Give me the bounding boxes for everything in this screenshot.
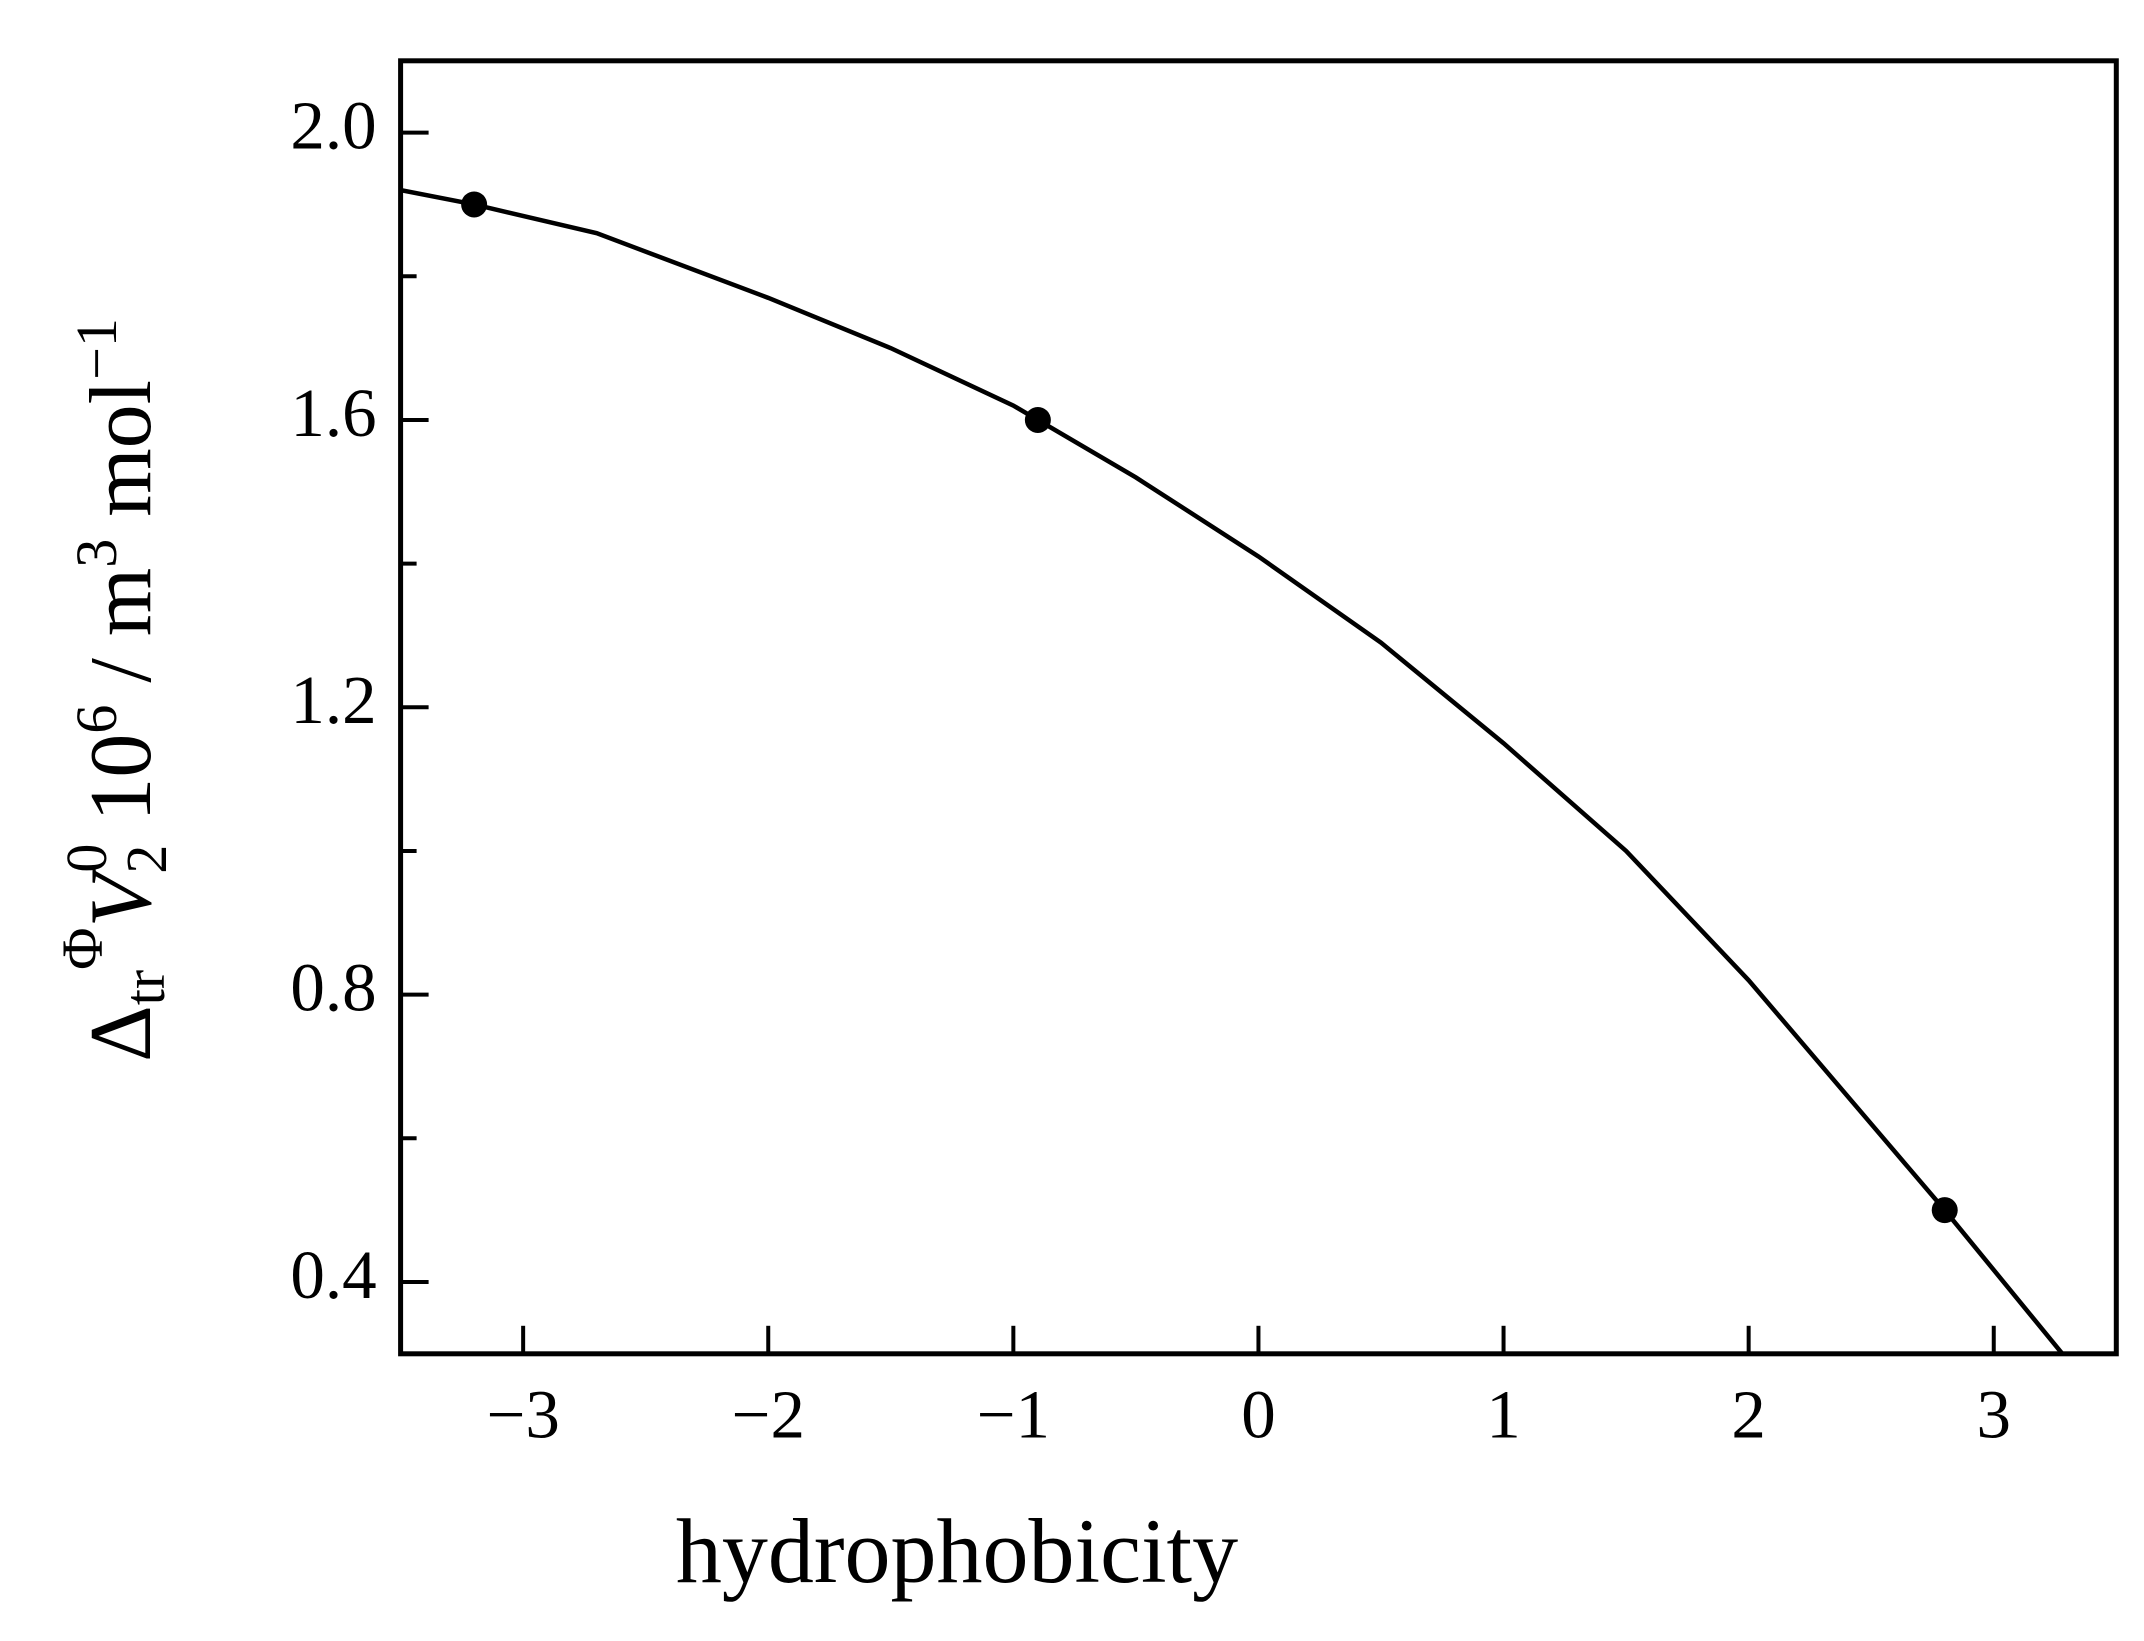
data-point xyxy=(461,191,488,218)
x-tick-label: −3 xyxy=(486,1377,559,1453)
x-tick-label: 1 xyxy=(1486,1377,1521,1453)
x-tick-label: 2 xyxy=(1731,1377,1766,1453)
y-label-part: Φ xyxy=(50,927,115,969)
fit-curve xyxy=(400,187,2065,1354)
y-tick-label: 0.8 xyxy=(290,949,376,1025)
y-label-part: −1 xyxy=(64,318,129,380)
data-point xyxy=(1931,1197,1958,1224)
y-label-part: 10 xyxy=(73,734,170,844)
y-label-part: 2 xyxy=(114,845,179,874)
y-label-part: 6 xyxy=(64,705,129,734)
data-point xyxy=(1024,406,1051,433)
y-label-part: / m xyxy=(73,568,170,705)
x-tick-label: 3 xyxy=(1977,1377,2012,1453)
plot-frame xyxy=(398,58,2119,1357)
y-tick-label: 0.4 xyxy=(290,1237,376,1313)
y-tick-label: 2.0 xyxy=(290,87,376,163)
y-axis-label: ΔtrΦV20 106 / m3 mol−1 xyxy=(50,318,179,1062)
y-tick-label: 1.6 xyxy=(290,375,376,451)
y-label-part: Δ xyxy=(73,1005,170,1062)
x-tick-label: −1 xyxy=(977,1377,1050,1453)
y-label-part: V xyxy=(73,864,170,927)
x-axis-label: hydrophobicity xyxy=(676,1500,1238,1602)
x-tick-label: 0 xyxy=(1241,1377,1276,1453)
y-label-part: tr xyxy=(112,970,177,1005)
x-tick-label: −2 xyxy=(732,1377,805,1453)
y-label-part: 0 xyxy=(54,844,119,873)
y-tick-label: 1.2 xyxy=(290,662,376,738)
y-label-part: 3 xyxy=(64,539,129,568)
y-label-part: mol xyxy=(73,380,170,539)
